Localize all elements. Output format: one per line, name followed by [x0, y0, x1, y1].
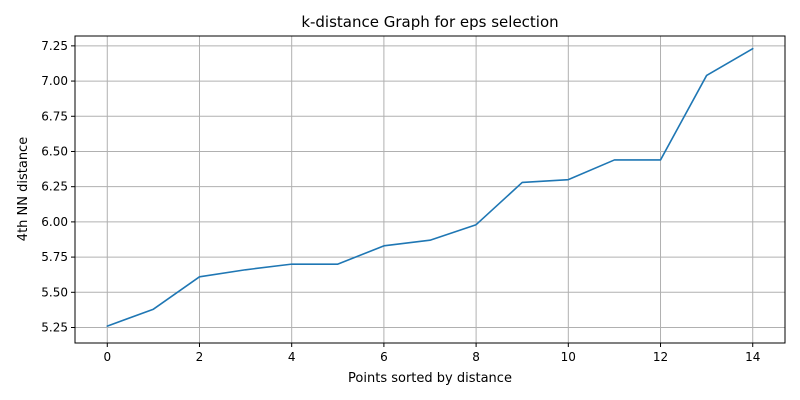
y-tick-label: 6.25	[41, 180, 68, 194]
y-tick-label: 5.50	[41, 285, 68, 299]
x-tick-label: 2	[196, 350, 204, 364]
y-axis-label: 4th NN distance	[16, 137, 31, 241]
y-axis-ticks: 5.25 5.50 5.75 6.00 6.25 6.50 6.75 7.00 7.25	[41, 39, 75, 335]
series-line	[106, 47, 754, 327]
grid	[75, 36, 785, 343]
chart-title: k-distance Graph for eps selection	[301, 13, 558, 31]
x-tick-label: 0	[103, 350, 111, 364]
y-tick-label: 6.75	[41, 109, 68, 123]
series-layer	[106, 47, 754, 327]
y-tick-label: 6.50	[41, 144, 68, 158]
x-tick-label: 12	[653, 350, 668, 364]
y-tick-label: 7.00	[41, 74, 68, 88]
x-tick-label: 10	[561, 350, 576, 364]
x-tick-label: 8	[472, 350, 480, 364]
x-axis-label: Points sorted by distance	[348, 371, 512, 386]
x-axis-ticks: 0 2 4 6 8 10 12 14	[103, 343, 760, 364]
y-tick-label: 5.75	[41, 250, 68, 264]
x-tick-label: 6	[380, 350, 388, 364]
y-tick-label: 5.25	[41, 321, 68, 335]
plot-frame	[74, 35, 786, 344]
x-tick-label: 4	[288, 350, 296, 364]
y-tick-label: 7.25	[41, 39, 68, 53]
x-tick-label: 14	[745, 350, 760, 364]
y-tick-label: 6.00	[41, 215, 68, 229]
